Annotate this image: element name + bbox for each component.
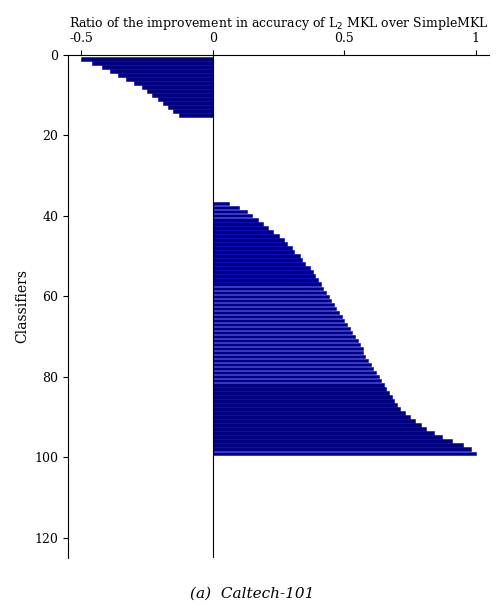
Bar <box>213 452 476 455</box>
Bar <box>213 218 258 222</box>
Bar <box>213 331 352 334</box>
Bar <box>213 258 302 262</box>
Bar <box>213 431 434 435</box>
Bar <box>213 411 405 415</box>
Bar <box>213 399 394 403</box>
Bar <box>213 335 355 338</box>
Bar <box>147 89 213 93</box>
Bar <box>213 270 313 274</box>
Bar <box>213 238 284 241</box>
Bar <box>213 419 415 423</box>
Bar <box>213 286 324 290</box>
Bar <box>213 234 279 238</box>
Bar <box>213 447 471 451</box>
Bar <box>213 222 263 225</box>
Bar <box>213 318 344 322</box>
Bar <box>213 283 321 286</box>
Bar <box>163 102 213 105</box>
Bar <box>213 367 373 370</box>
Bar <box>213 278 318 282</box>
Bar <box>213 403 397 407</box>
Bar <box>213 266 310 270</box>
Y-axis label: Classifiers: Classifiers <box>15 269 29 343</box>
Bar <box>126 77 213 81</box>
Bar <box>213 230 273 233</box>
Bar <box>118 73 213 76</box>
Bar <box>213 371 376 375</box>
Bar <box>213 428 426 431</box>
Bar <box>213 387 387 391</box>
Bar <box>213 351 363 354</box>
Bar <box>213 343 360 346</box>
Bar <box>213 323 347 326</box>
Bar <box>213 415 410 419</box>
Bar <box>213 262 305 265</box>
Bar <box>213 375 379 378</box>
Bar <box>213 254 300 257</box>
Bar <box>213 436 442 439</box>
Bar <box>213 379 381 383</box>
Bar <box>213 326 350 330</box>
Bar <box>173 110 213 113</box>
Bar <box>213 391 389 395</box>
Bar <box>213 395 392 399</box>
Text: (a)  Caltech-101: (a) Caltech-101 <box>190 586 314 601</box>
Bar <box>213 423 421 427</box>
Bar <box>213 444 463 447</box>
Bar <box>213 347 363 351</box>
Bar <box>213 307 337 310</box>
Bar <box>213 363 370 367</box>
Bar <box>110 69 213 73</box>
Bar <box>213 242 287 246</box>
Bar <box>158 97 213 101</box>
Bar <box>102 65 213 68</box>
Bar <box>213 210 247 214</box>
Bar <box>82 57 213 60</box>
Bar <box>168 105 213 109</box>
Bar <box>213 315 342 318</box>
Bar <box>213 214 253 217</box>
Bar <box>213 291 326 294</box>
Bar <box>213 359 368 362</box>
Bar <box>213 246 292 249</box>
Bar <box>213 302 334 306</box>
Bar <box>213 439 452 443</box>
Bar <box>213 407 400 411</box>
Bar <box>213 250 294 254</box>
Bar <box>213 275 316 278</box>
Bar <box>142 85 213 89</box>
Bar <box>213 226 268 230</box>
Bar <box>179 113 213 117</box>
Bar <box>213 206 239 209</box>
Bar <box>213 294 329 298</box>
Bar <box>213 310 339 314</box>
Bar <box>213 355 365 359</box>
Bar <box>213 383 384 386</box>
Bar <box>213 339 357 342</box>
Bar <box>134 81 213 84</box>
Bar <box>152 93 213 97</box>
Bar <box>213 202 229 205</box>
Bar <box>213 299 331 302</box>
Title: Ratio of the improvement in accuracy of L$_2$ MKL over SimpleMKL: Ratio of the improvement in accuracy of … <box>69 15 488 32</box>
Bar <box>92 61 213 65</box>
